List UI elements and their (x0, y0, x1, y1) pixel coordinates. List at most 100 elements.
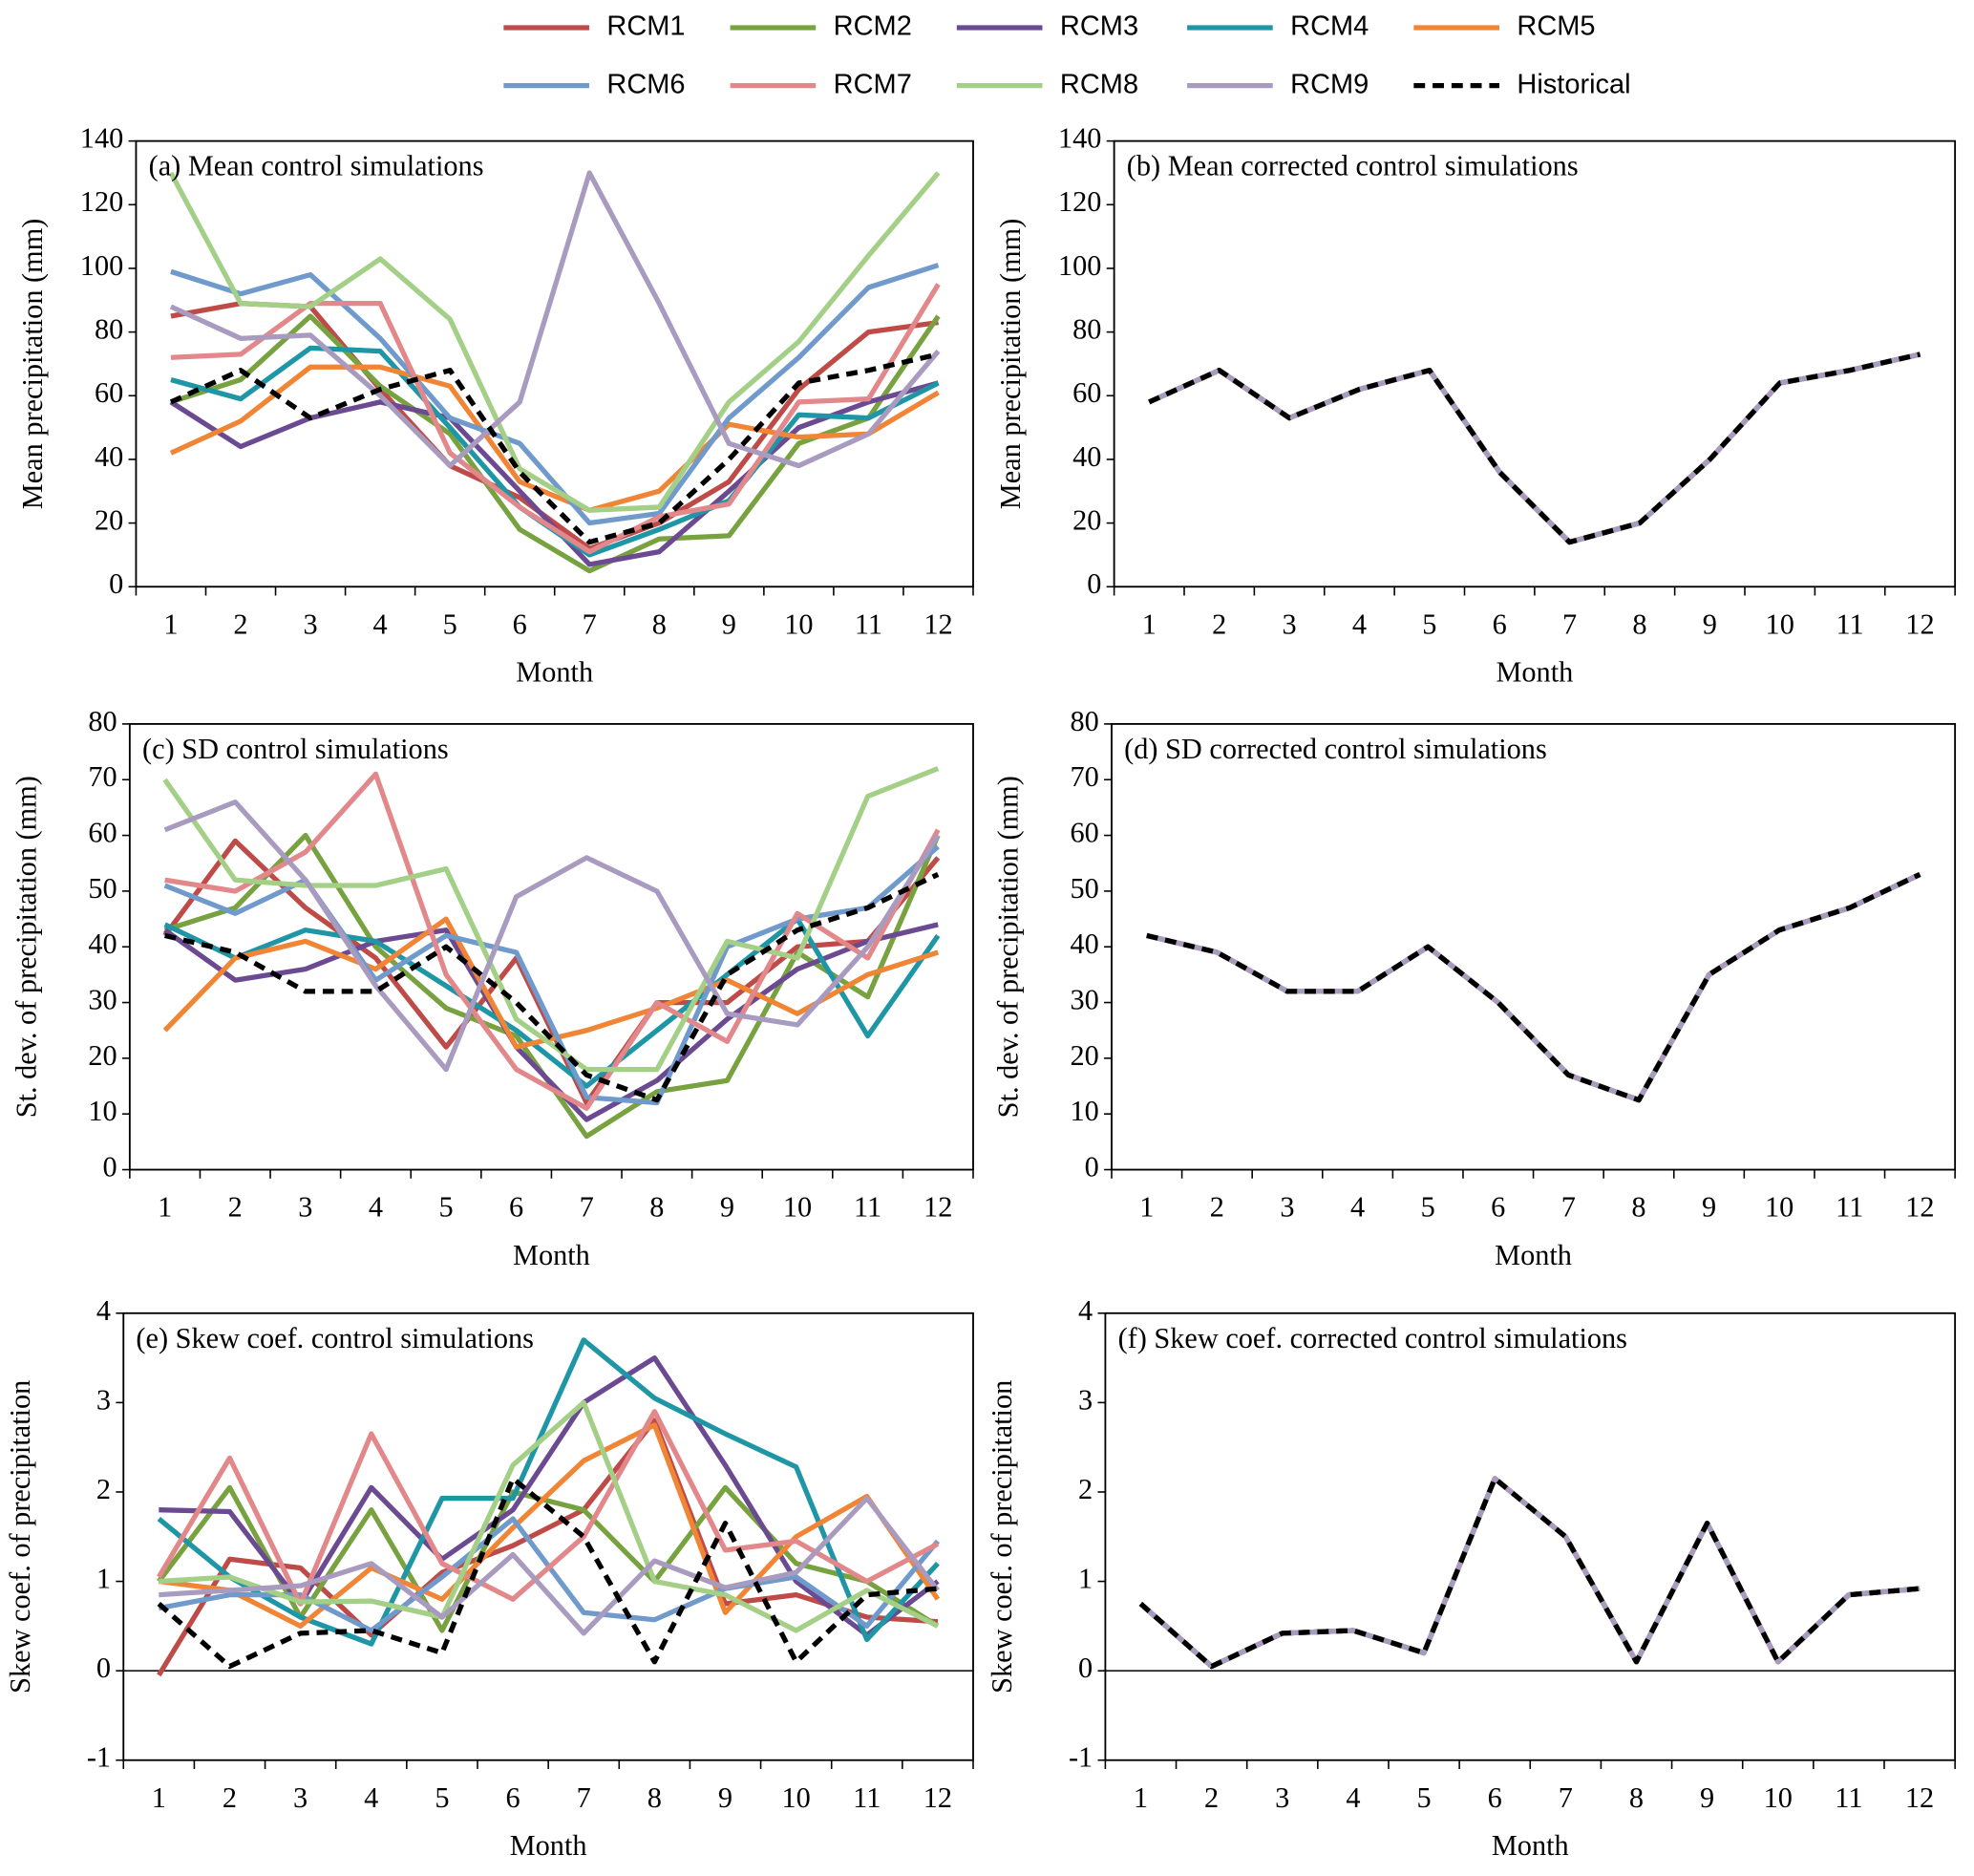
x-tick-label: 5 (443, 608, 457, 640)
series-line (163, 922, 939, 1122)
series-line (168, 171, 941, 513)
x-tick-label: 9 (1702, 1191, 1716, 1224)
series-line (1148, 352, 1921, 545)
y-tick-label: 80 (88, 705, 117, 737)
x-tick-label: 5 (435, 1781, 449, 1814)
y-tick-label: 0 (109, 567, 123, 600)
x-tick-label: 1 (152, 1781, 166, 1814)
y-tick-label: 20 (95, 504, 123, 537)
y-tick-label: 60 (95, 376, 123, 409)
x-tick-label: 9 (722, 608, 736, 640)
series-line (1148, 352, 1921, 545)
x-tick-label: 7 (1559, 1781, 1573, 1814)
x-tick-label: 8 (647, 1781, 662, 1814)
y-tick-label: 120 (1058, 185, 1101, 218)
series-line (1146, 872, 1921, 1103)
y-tick-label: 120 (80, 185, 123, 218)
y-axis-label: Mean precipitation (mm) (16, 219, 49, 510)
x-tick-label: 4 (364, 1781, 378, 1814)
x-tick-label: 9 (720, 1191, 734, 1224)
y-tick-label: 100 (1058, 249, 1101, 282)
x-tick-label: 10 (783, 1191, 812, 1224)
x-tick-label: 1 (1139, 1191, 1154, 1224)
y-tick-label: 10 (1071, 1095, 1099, 1127)
x-axis-label: Month (510, 1829, 587, 1862)
y-tick-label: 40 (95, 440, 123, 473)
x-axis-label: Month (513, 1239, 590, 1271)
x-tick-label: 1 (158, 1191, 172, 1224)
y-tick-label: 30 (1071, 984, 1099, 1016)
x-tick-label: 5 (1421, 1191, 1435, 1224)
panel-title: (a) Mean control simulations (149, 150, 484, 182)
x-tick-label: 2 (228, 1191, 243, 1224)
legend-label: RCM3 (1060, 11, 1138, 42)
y-tick-label: 0 (103, 1150, 117, 1183)
y-tick-label: 0 (1078, 1652, 1093, 1684)
x-tick-label: 8 (649, 1191, 664, 1224)
y-tick-label: 40 (1071, 927, 1099, 960)
series-line (169, 352, 940, 545)
panel-title: (e) Skew coef. control simulations (136, 1322, 533, 1354)
x-tick-label: 3 (298, 1191, 312, 1224)
x-tick-label: 6 (1491, 1191, 1505, 1224)
y-tick-label: 2 (1078, 1473, 1093, 1505)
y-tick-label: 80 (95, 313, 123, 346)
x-tick-label: 4 (373, 608, 388, 640)
x-tick-label: 9 (1700, 1781, 1714, 1814)
y-tick-label: 4 (1078, 1294, 1093, 1327)
x-tick-label: 6 (1493, 608, 1507, 640)
y-tick-label: 80 (1072, 313, 1101, 346)
x-tick-label: 4 (1352, 608, 1367, 640)
x-tick-label: 2 (223, 1781, 237, 1814)
series-line (164, 771, 941, 1111)
series-line (1146, 872, 1921, 1103)
x-tick-label: 10 (781, 1781, 810, 1814)
legend-label: RCM6 (606, 69, 685, 99)
plot-frame (1113, 139, 1957, 588)
series-line (169, 364, 940, 513)
plot-frame (128, 722, 974, 1171)
x-tick-label: 1 (1134, 1781, 1148, 1814)
x-tick-label: 11 (854, 1191, 881, 1224)
y-axis-label: Skew coef. of precipitation (4, 1380, 36, 1694)
y-tick-label: 0 (96, 1652, 111, 1684)
x-tick-label: 6 (505, 1781, 520, 1814)
x-tick-label: 6 (1488, 1781, 1502, 1814)
series-line (1148, 352, 1921, 545)
y-tick-label: 50 (88, 872, 117, 905)
y-tick-label: 20 (1072, 504, 1101, 537)
x-tick-label: 2 (1204, 1781, 1219, 1814)
series-line (169, 380, 940, 567)
x-tick-label: 2 (1210, 1191, 1224, 1224)
y-tick-label: 60 (1071, 817, 1099, 849)
y-axis-label: St. dev. of precipitation (mm) (10, 776, 42, 1118)
x-tick-label: 6 (509, 1191, 523, 1224)
x-tick-label: 2 (233, 608, 247, 640)
series-line (1148, 352, 1921, 545)
series-line (162, 916, 940, 1050)
x-tick-label: 12 (1905, 608, 1934, 640)
x-tick-label: 12 (923, 1191, 952, 1224)
x-tick-label: 3 (1280, 1191, 1294, 1224)
series-line (1148, 352, 1921, 545)
series-line (163, 916, 941, 1089)
x-tick-label: 3 (293, 1781, 308, 1814)
y-tick-label: 40 (1072, 440, 1101, 473)
x-tick-label: 4 (369, 1191, 383, 1224)
y-tick-label: 20 (88, 1039, 117, 1072)
x-tick-label: 8 (1632, 608, 1646, 640)
x-tick-label: 11 (855, 608, 882, 640)
x-tick-label: 11 (1836, 608, 1863, 640)
legend-label: RCM5 (1517, 11, 1595, 42)
x-tick-label: 1 (1142, 608, 1157, 640)
x-tick-label: 11 (1836, 1191, 1863, 1224)
legend-label: RCM9 (1290, 69, 1369, 99)
x-tick-label: 6 (513, 608, 527, 640)
x-tick-label: 8 (652, 608, 667, 640)
x-axis-label: Month (1495, 1239, 1572, 1271)
x-tick-label: 2 (1212, 608, 1226, 640)
panel-title: (d) SD corrected control simulations (1124, 733, 1547, 765)
x-tick-label: 10 (1765, 1191, 1794, 1224)
plot-frame (1111, 722, 1957, 1171)
